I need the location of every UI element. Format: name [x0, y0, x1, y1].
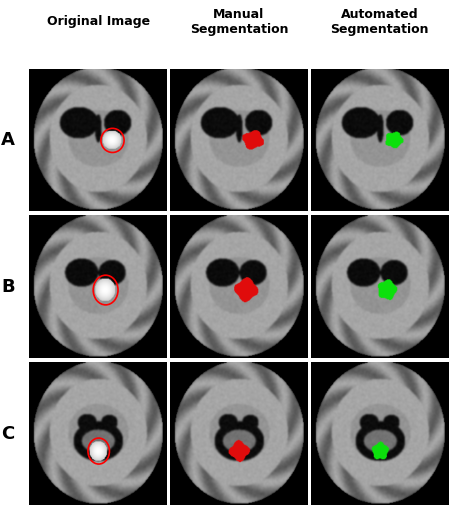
- Text: C: C: [2, 425, 15, 443]
- Text: Original Image: Original Image: [47, 15, 150, 29]
- Text: Automated
Segmentation: Automated Segmentation: [330, 8, 429, 36]
- Text: A: A: [1, 131, 15, 149]
- Text: Manual
Segmentation: Manual Segmentation: [190, 8, 288, 36]
- Text: B: B: [1, 278, 15, 296]
